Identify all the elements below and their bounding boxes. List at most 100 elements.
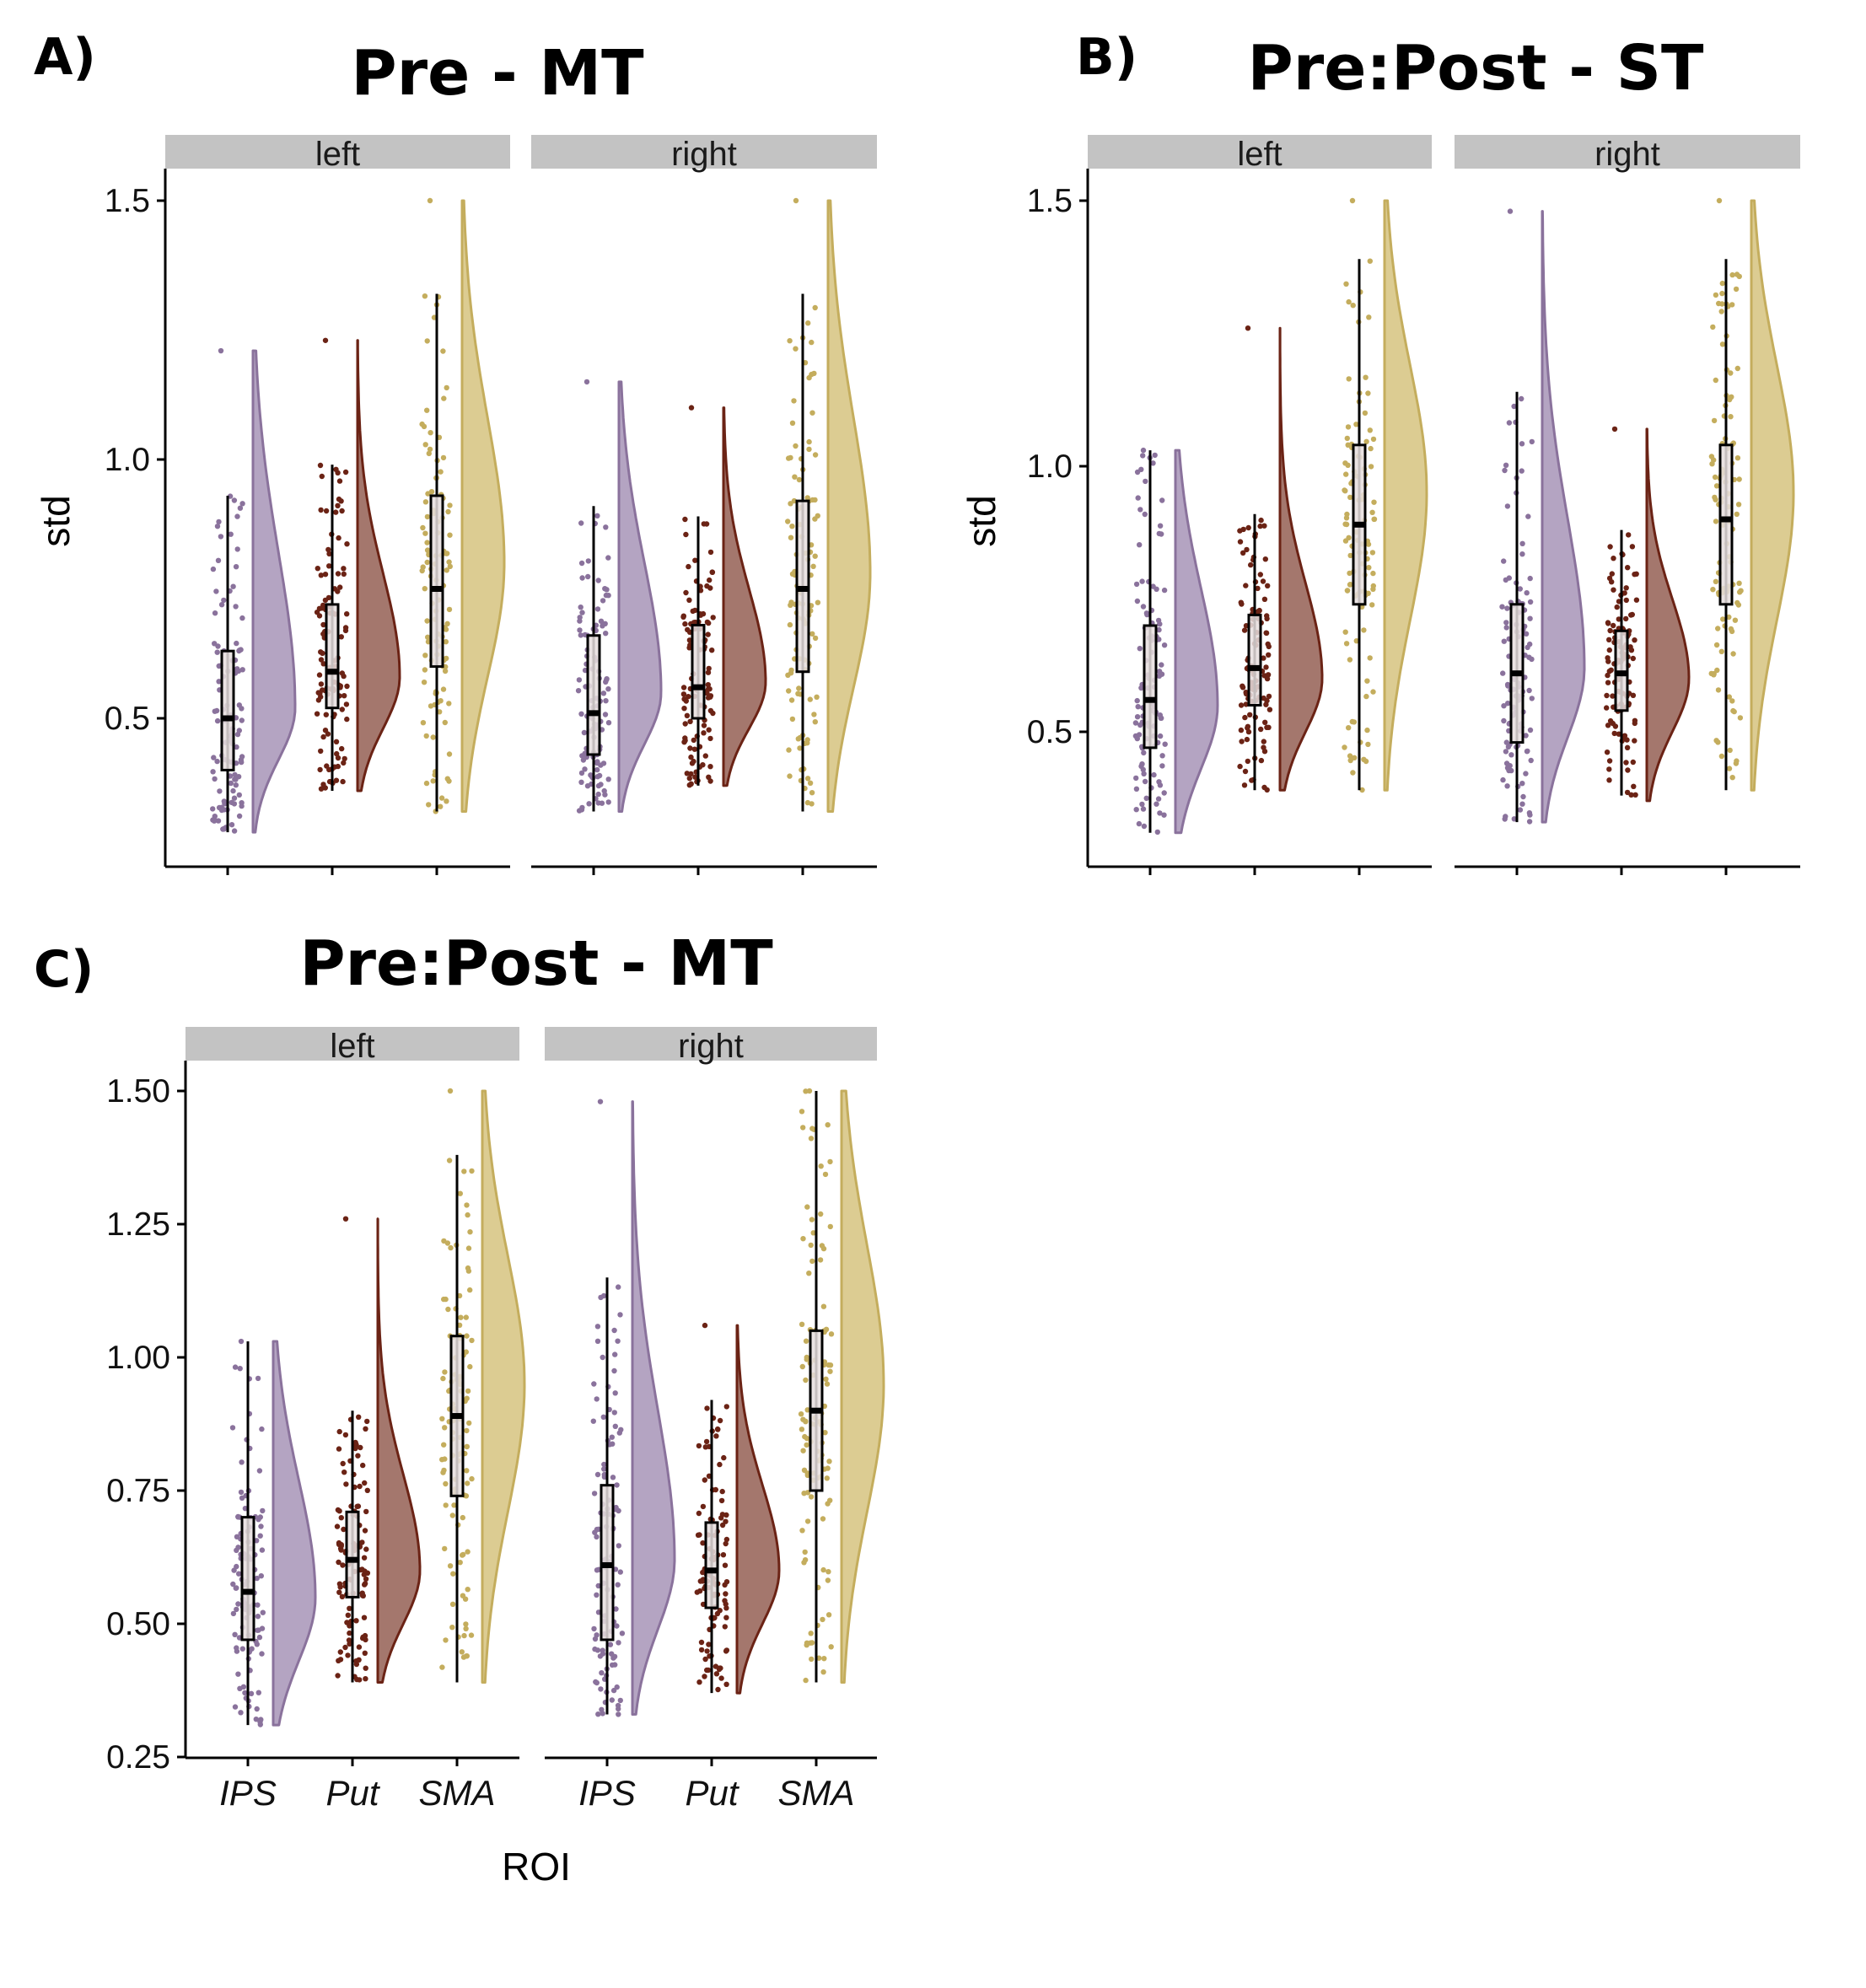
ips-data-point bbox=[595, 782, 602, 789]
put-box bbox=[691, 623, 706, 720]
sma-data-point bbox=[441, 1442, 447, 1448]
put-data-point bbox=[334, 1523, 341, 1529]
sma-data-point bbox=[1713, 518, 1719, 524]
y-tick-label: 0.5 bbox=[1027, 714, 1073, 750]
put-data-point bbox=[323, 508, 330, 514]
sma-data-point bbox=[1713, 578, 1719, 584]
sma-data-point bbox=[821, 1656, 827, 1662]
sma-data-point bbox=[444, 798, 449, 804]
put-data-point bbox=[698, 1647, 705, 1653]
sma-data-point bbox=[827, 1368, 833, 1374]
ips-data-point bbox=[586, 801, 592, 807]
put-data-point bbox=[706, 620, 712, 626]
ips-data-point bbox=[1503, 749, 1509, 755]
ips-data-point bbox=[1508, 752, 1514, 758]
sma-data-point bbox=[828, 1644, 834, 1650]
put-data-point bbox=[322, 597, 329, 604]
ips-data-point bbox=[1140, 453, 1146, 459]
sma-data-point bbox=[461, 1169, 467, 1174]
ips-data-point bbox=[1135, 495, 1141, 501]
put-density-cloud bbox=[1278, 326, 1324, 792]
ips-data-point bbox=[229, 822, 235, 828]
sma-data-point bbox=[1370, 570, 1376, 577]
ips-box bbox=[240, 1516, 255, 1641]
sma-data-point bbox=[812, 516, 818, 522]
put-data-point bbox=[692, 557, 698, 563]
put-data-point bbox=[718, 1515, 724, 1521]
sma-data-point bbox=[423, 733, 429, 739]
sma-data-point bbox=[1726, 766, 1733, 771]
sma-data-point bbox=[443, 639, 449, 645]
ips-data-point bbox=[1527, 615, 1533, 621]
put-data-point bbox=[684, 771, 690, 776]
put-data-point bbox=[360, 1634, 366, 1641]
put-box bbox=[325, 603, 340, 710]
put-data-point bbox=[1244, 736, 1250, 743]
sma-data-point bbox=[437, 709, 443, 715]
sma-data-point bbox=[1349, 197, 1356, 204]
sma-data-point bbox=[440, 686, 447, 692]
panel-c-title: Pre:Post - MT bbox=[299, 927, 773, 1000]
put-data-point bbox=[687, 718, 693, 724]
ips-data-point bbox=[605, 776, 611, 782]
sma-data-point bbox=[1736, 580, 1742, 586]
facet-strip-label: left bbox=[315, 136, 360, 173]
put-data-point bbox=[1624, 744, 1631, 750]
sma-data-point bbox=[424, 618, 430, 624]
put-data-point bbox=[707, 735, 713, 742]
y-tick-label: 1.50 bbox=[106, 1073, 170, 1110]
ips-data-point bbox=[1133, 807, 1139, 813]
ips-data-point bbox=[619, 1631, 626, 1636]
sma-data-point bbox=[442, 1545, 448, 1552]
ips-data-point bbox=[1529, 656, 1535, 663]
put-data-point bbox=[1612, 723, 1619, 729]
put-data-point bbox=[352, 1439, 358, 1446]
put-data-point bbox=[688, 781, 694, 787]
ips-data-point bbox=[1161, 812, 1167, 818]
put-data-point bbox=[1263, 664, 1269, 670]
put-data-point bbox=[720, 1552, 727, 1558]
ips-data-point bbox=[1529, 438, 1535, 445]
put-data-point bbox=[1241, 782, 1248, 788]
ips-data-point bbox=[1161, 587, 1168, 594]
ips-data-point bbox=[217, 788, 223, 794]
put-box bbox=[345, 1510, 360, 1598]
ips-data-point bbox=[1156, 626, 1162, 633]
put-data-point bbox=[1243, 583, 1249, 588]
ips-data-point bbox=[253, 1717, 259, 1722]
ips-data-point bbox=[1504, 605, 1510, 611]
sma-data-point bbox=[1369, 550, 1376, 556]
ips-data-point bbox=[1526, 819, 1533, 825]
put-data-point bbox=[709, 569, 715, 575]
ips-data-point bbox=[591, 1491, 598, 1496]
y-tick-label: 1.0 bbox=[105, 442, 150, 478]
sma-data-point bbox=[799, 1528, 805, 1534]
sma-data-point bbox=[828, 1331, 835, 1337]
sma-data-point bbox=[1732, 617, 1739, 623]
put-data-point bbox=[686, 597, 692, 603]
sma-data-point bbox=[447, 1563, 454, 1569]
sma-data-point bbox=[426, 450, 432, 457]
ips-data-point bbox=[254, 1575, 260, 1582]
ips-data-point bbox=[1519, 540, 1525, 546]
ips-data-point bbox=[600, 1414, 606, 1421]
ips-data-point bbox=[234, 546, 240, 552]
sma-data-point bbox=[469, 1168, 475, 1174]
put-data-point bbox=[342, 1216, 349, 1222]
put-data-point bbox=[320, 733, 326, 740]
sma-data-point bbox=[1365, 741, 1371, 748]
ips-data-point bbox=[1499, 604, 1505, 610]
put-data-point bbox=[1623, 615, 1629, 622]
sma-data-point bbox=[823, 1326, 830, 1333]
panel-b-y-axis-title: std bbox=[960, 495, 1003, 546]
ips-data-point bbox=[1503, 814, 1508, 819]
ips-data-point bbox=[238, 1710, 244, 1716]
put-data-point bbox=[1611, 426, 1618, 433]
sma-data-point bbox=[424, 338, 430, 344]
sma-data-point bbox=[463, 1625, 469, 1632]
sma-data-point bbox=[803, 1419, 809, 1425]
ips-data-point bbox=[594, 606, 601, 612]
put-data-point bbox=[691, 746, 698, 752]
put-data-point bbox=[363, 1576, 369, 1582]
put-data-point bbox=[705, 631, 711, 637]
